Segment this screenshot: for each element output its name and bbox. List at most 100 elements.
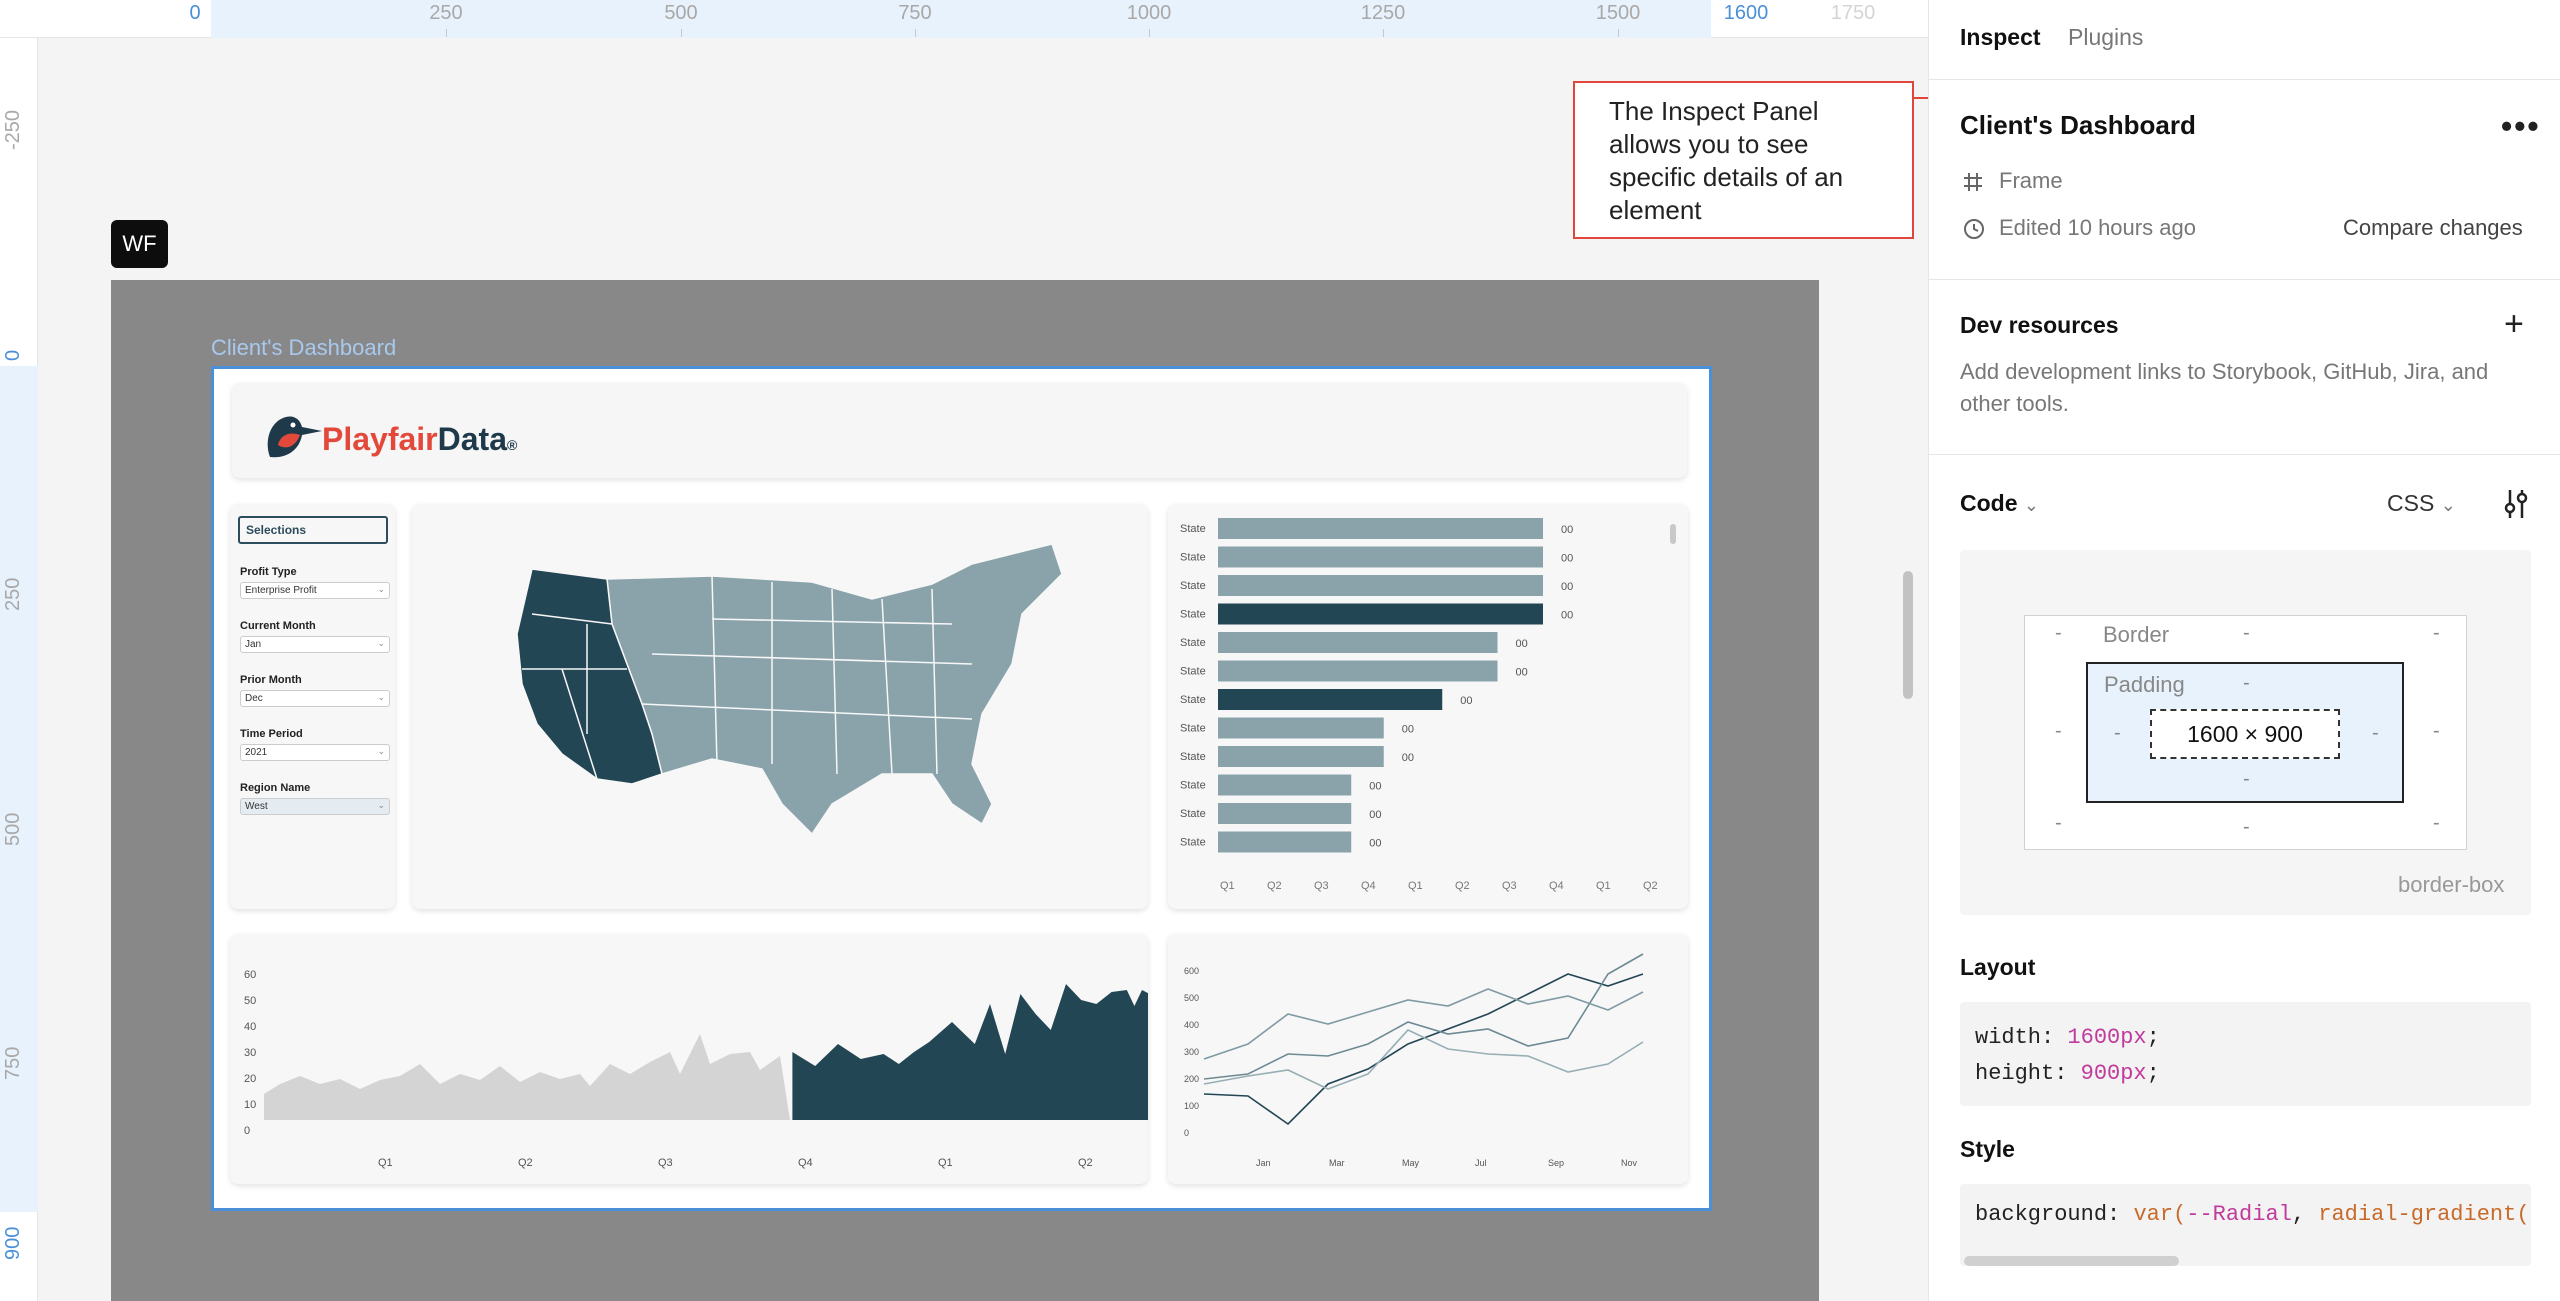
wf-badge[interactable]: WF: [111, 220, 168, 268]
inspect-panel: Inspect Plugins Client's Dashboard ••• F…: [1928, 0, 2560, 1301]
bar-row-label: State: [1180, 637, 1206, 649]
history-icon: [1964, 219, 1984, 239]
bar-scrollbar: [1670, 524, 1676, 544]
code-dropdown[interactable]: Code ⌄: [1960, 490, 2039, 517]
box-model-diagram: - Border - - - - - - - Padding - - - - 1…: [1960, 550, 2531, 915]
bar-row-label: State: [1180, 751, 1206, 763]
panel-tabs: Inspect Plugins: [1929, 0, 2560, 80]
ruler-tick: 500: [664, 2, 698, 24]
style-code-block[interactable]: background: var(--Radial, radial-gradien…: [1960, 1184, 2531, 1266]
code-value: 900px: [2080, 1061, 2147, 1086]
select-value: 2021: [245, 747, 268, 758]
settings-sliders-icon[interactable]: [2502, 488, 2530, 520]
area-x-tick: Q3: [658, 1157, 673, 1169]
bar-row-label: State: [1180, 609, 1206, 621]
css-language-dropdown[interactable]: CSS ⌄: [2387, 490, 2456, 517]
time-period-select[interactable]: 2021 ⌄: [240, 744, 390, 761]
ruler-tick: 1600: [1723, 2, 1769, 24]
chevron-down-icon: ⌄: [377, 746, 385, 756]
layout-code-block[interactable]: width: 1600px; height: 900px;: [1960, 1002, 2531, 1106]
content-size: 1600 × 900: [2150, 709, 2340, 759]
box-value: -: [2055, 622, 2062, 644]
line-y-tick: 400: [1184, 1020, 1199, 1030]
box-value: -: [2372, 722, 2379, 744]
profit-type-select[interactable]: Enterprise Profit ⌄: [240, 582, 390, 599]
ruler-mark: [1618, 29, 1619, 37]
ruler-tick: -250: [2, 109, 24, 150]
tab-plugins[interactable]: Plugins: [2068, 24, 2144, 50]
bar-value-label: 00: [1369, 781, 1381, 793]
area-y-tick: 30: [244, 1047, 256, 1059]
ruler-tick: 250: [429, 2, 463, 24]
state-bar-chart-card: State 00 State 00 State 00 State 00 State 00 State…: [1168, 504, 1688, 909]
ruler-tick: 750: [2, 1046, 24, 1080]
box-value: -: [2055, 720, 2062, 742]
area-y-tick: 60: [244, 969, 256, 981]
line-x-tick: Nov: [1621, 1158, 1638, 1168]
registered-mark: ®: [506, 437, 518, 453]
current-month-select[interactable]: Jan ⌄: [240, 636, 390, 653]
selections-title: Selections: [238, 516, 388, 544]
code-language: CSS: [2387, 490, 2435, 516]
ruler-tick: 1000: [1126, 2, 1172, 24]
bar-value-label: 00: [1369, 838, 1381, 850]
line-x-tick: Jul: [1475, 1158, 1487, 1168]
bar-value-label: 00: [1516, 638, 1528, 650]
more-options-icon[interactable]: •••: [2501, 108, 2541, 144]
state-bar: [1218, 518, 1543, 539]
bar-value-label: 00: [1561, 610, 1573, 622]
ruler-mark: [446, 29, 447, 37]
area-x-tick: Q1: [938, 1157, 953, 1169]
bar-x-tick: Q4: [1549, 880, 1564, 892]
dashboard-frame[interactable]: PlayfairData® Selections Profit Type Ent…: [211, 366, 1712, 1211]
bar-x-tick: Q1: [1220, 880, 1235, 892]
chevron-down-icon: ⌄: [2440, 495, 2456, 515]
bar-x-tick: Q2: [1267, 880, 1282, 892]
frame-label[interactable]: Client's Dashboard: [211, 335, 397, 360]
ruler-mark: [681, 29, 682, 37]
bar-row-label: State: [1180, 808, 1206, 820]
ruler-mark: [1383, 29, 1384, 37]
line-y-tick: 500: [1184, 993, 1199, 1003]
logo-part-2: Data: [437, 421, 507, 457]
ruler-selection-highlight: [0, 366, 38, 1212]
compare-changes-link[interactable]: Compare changes: [2343, 215, 2523, 240]
state-bar: [1218, 660, 1498, 682]
map-region-west: [516, 568, 663, 785]
bar-x-tick: Q3: [1502, 880, 1517, 892]
area-y-tick: 20: [244, 1073, 256, 1085]
box-sizing-label: border-box: [2398, 872, 2505, 897]
tab-inspect[interactable]: Inspect: [1960, 24, 2041, 50]
bar-value-label: 00: [1561, 553, 1573, 565]
border-box: - Border - - - - - - - Padding - - - - 1…: [2024, 615, 2467, 850]
state-bar: [1218, 774, 1352, 796]
canvas-vertical-scrollbar[interactable]: [1903, 571, 1913, 699]
state-bar: [1218, 831, 1352, 853]
code-sep: ,: [2291, 1202, 2319, 1227]
state-bar: [1218, 803, 1352, 824]
state-bar: [1218, 746, 1384, 767]
bar-row-label: State: [1180, 552, 1206, 564]
select-value: Dec: [245, 693, 263, 704]
prior-month-select[interactable]: Dec ⌄: [240, 690, 390, 707]
code-horizontal-scrollbar[interactable]: [1964, 1256, 2179, 1266]
logo-part-1: Playfair: [322, 421, 438, 457]
us-map: [516, 543, 1063, 836]
region-name-select[interactable]: West ⌄: [240, 798, 390, 815]
line-y-tick: 600: [1184, 966, 1199, 976]
ruler-tick: 250: [2, 577, 24, 611]
ruler-selection-highlight: [211, 0, 1711, 38]
field-label: Current Month: [240, 620, 316, 632]
ruler-tick: 0: [189, 2, 201, 24]
bar-row-label: State: [1180, 694, 1206, 706]
code-line: height: 900px;: [1975, 1056, 2516, 1092]
frame-info-section: Client's Dashboard ••• Frame Edited 10 h…: [1929, 80, 2560, 280]
frame-type: Frame: [1999, 168, 2063, 193]
line-y-tick: 300: [1184, 1047, 1199, 1057]
ruler-mark: [915, 29, 916, 37]
area-x-tick: Q2: [1078, 1157, 1093, 1169]
line-series-1: [1203, 973, 1644, 1126]
bar-row-label: State: [1180, 580, 1206, 592]
state-bar: [1218, 546, 1543, 568]
add-icon[interactable]: +: [2504, 305, 2524, 343]
